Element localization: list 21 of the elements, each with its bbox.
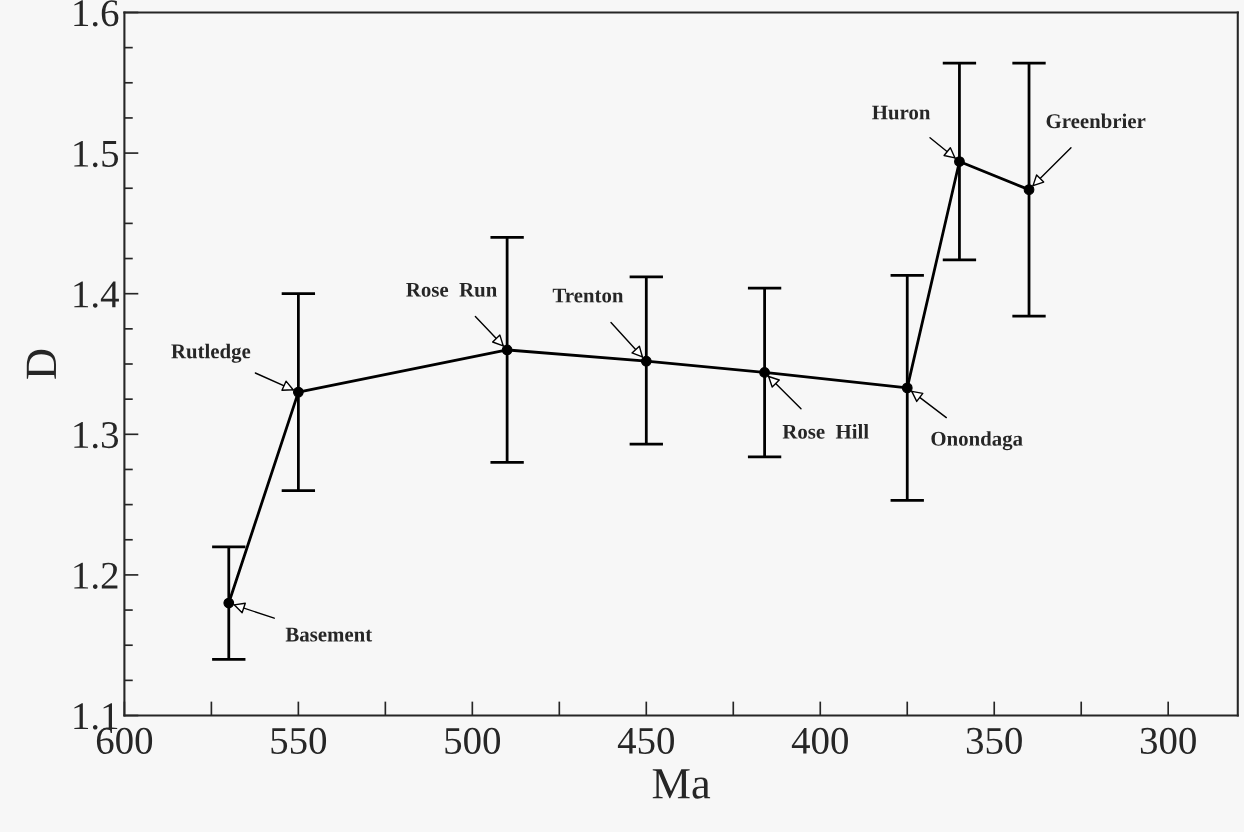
- annotation: Rutledge: [171, 343, 251, 363]
- y-tick-label: 1.6: [74, 0, 119, 27]
- y-tick-label: 1.2: [74, 562, 118, 589]
- x-axis-title: Ma: [652, 769, 711, 799]
- y-tick-label: 1.4: [74, 281, 119, 308]
- annotation: Rose Hill: [782, 424, 869, 439]
- x-tick-label: 450: [617, 727, 674, 754]
- y-tick-label: 1.3: [74, 422, 119, 449]
- x-tick-label: 550: [271, 727, 327, 754]
- y-tick-label: 1.5: [74, 140, 119, 168]
- annotation: Basement: [285, 627, 373, 642]
- annotation: Greenbrier: [1046, 113, 1146, 129]
- annotation: Trenton: [552, 288, 624, 303]
- x-tick-label: 300: [1140, 727, 1196, 754]
- x-tick-label: 500: [445, 727, 501, 754]
- annotation: Rose Run: [406, 282, 497, 297]
- x-tick-label: 400: [791, 727, 848, 754]
- x-tick-label: 350: [966, 727, 1022, 754]
- y-axis-title: D: [26, 349, 56, 379]
- annotation: Onondaga: [931, 431, 1023, 451]
- annotation: Huron: [872, 105, 931, 120]
